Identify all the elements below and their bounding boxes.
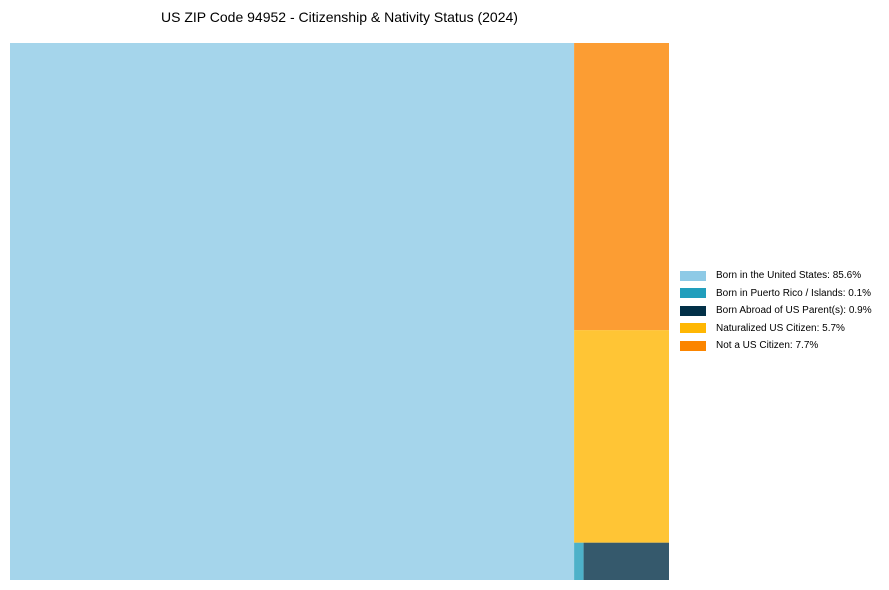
legend-label: Naturalized US Citizen: 5.7% [716,322,845,334]
treemap-tile-born-abroad-of-us-parent-s- [583,542,669,580]
legend-item: Born in Puerto Rico / Islands: 0.1% [680,285,872,303]
legend-swatch [680,323,706,334]
legend-label: Born in Puerto Rico / Islands: 0.1% [716,287,872,299]
chart-title: US ZIP Code 94952 - Citizenship & Nativi… [161,9,518,25]
legend-swatch [680,305,706,316]
legend-item: Not a US Citizen: 7.7% [680,337,872,355]
legend-item: Naturalized US Citizen: 5.7% [680,320,872,338]
treemap-tile-born-in-puerto-rico-islands [574,542,584,580]
legend-swatch [680,340,706,351]
legend-label: Born in the United States: 85.6% [716,270,862,282]
legend: Born in the United States: 85.6% Born in… [680,267,872,355]
treemap-tile-born-in-the-united-states [10,43,575,580]
legend-item: Born Abroad of US Parent(s): 0.9% [680,302,872,320]
legend-swatch [680,270,706,281]
legend-swatch [680,288,706,299]
treemap-tile-not-a-us-citizen [574,43,669,331]
legend-label: Born Abroad of US Parent(s): 0.9% [716,305,872,317]
legend-item: Born in the United States: 85.6% [680,267,872,285]
legend-label: Not a US Citizen: 7.7% [716,340,819,352]
treemap-tile-naturalized-us-citizen [574,330,669,543]
